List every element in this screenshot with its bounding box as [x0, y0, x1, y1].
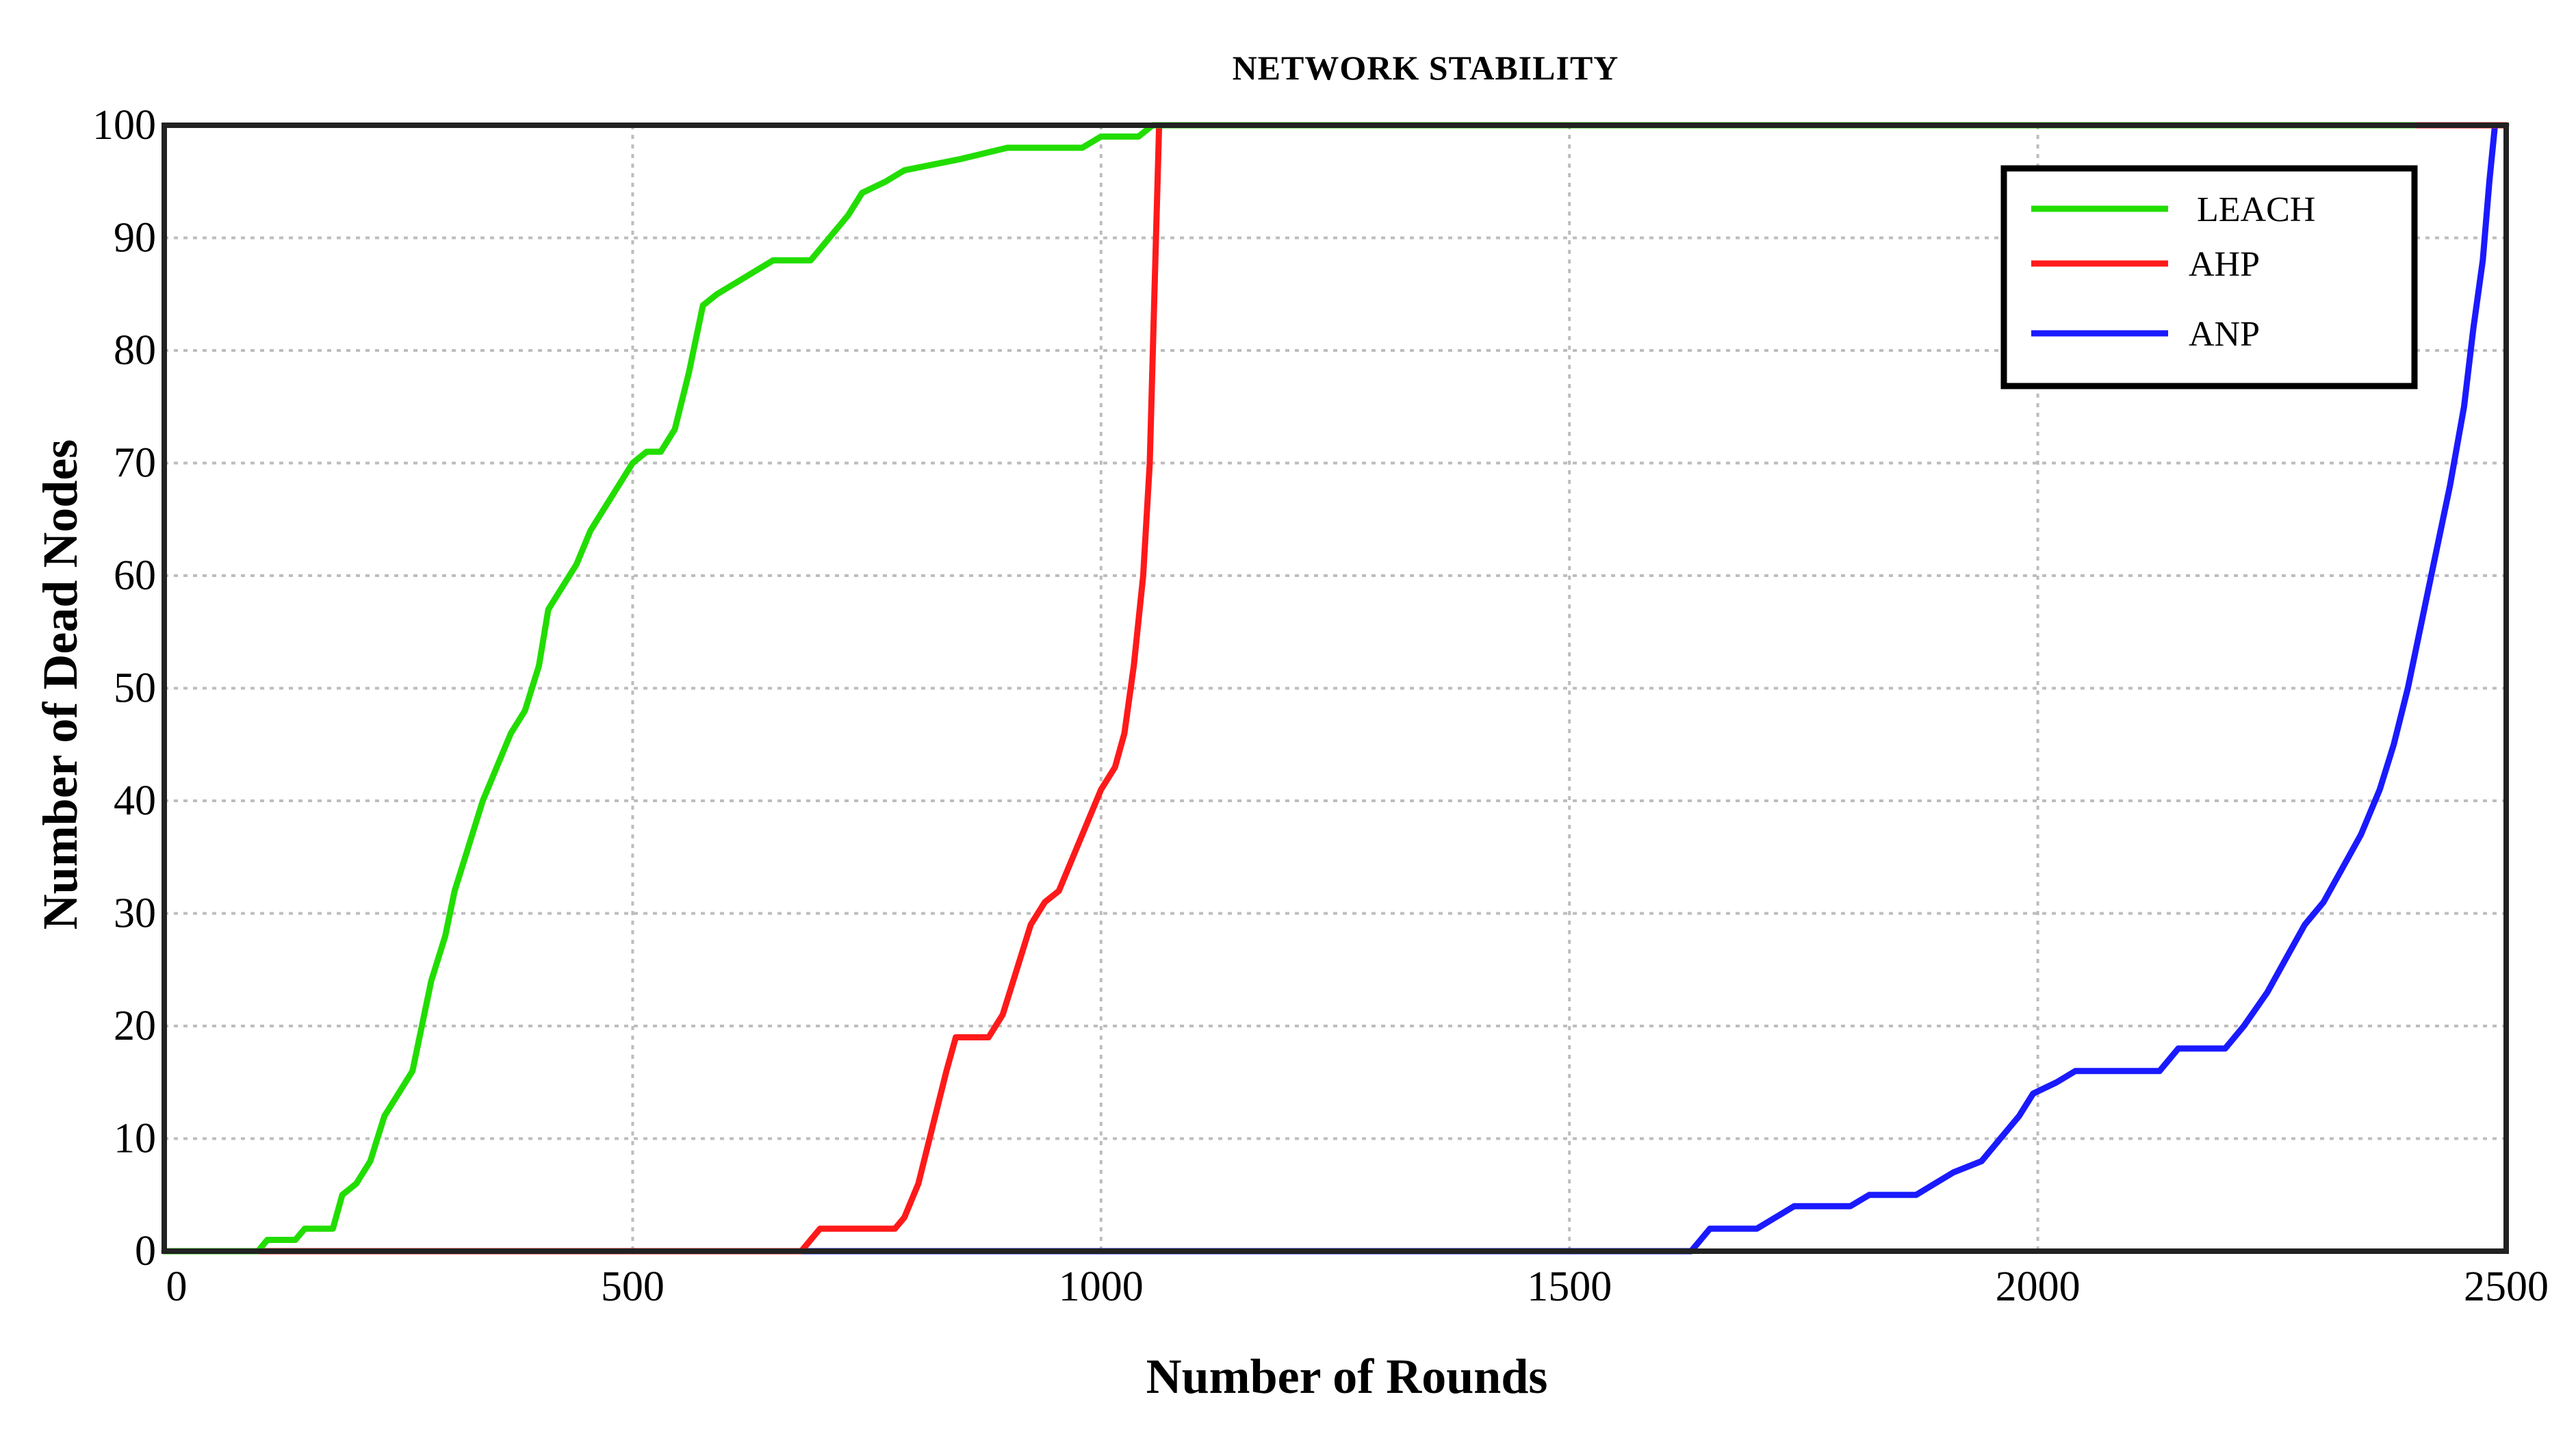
- y-tick-label: 90: [114, 215, 156, 261]
- y-tick-label: 0: [135, 1228, 156, 1274]
- series-line-anp: [161, 122, 2499, 1255]
- y-tick-label: 10: [114, 1116, 156, 1162]
- x-tick-label: 2000: [1996, 1264, 2081, 1310]
- chart-title: NETWORK STABILITY: [1233, 49, 1619, 87]
- y-tick-label: 40: [114, 778, 156, 824]
- legend-label-anp: ANP: [2189, 315, 2260, 354]
- plot-frame: [162, 123, 2509, 1254]
- x-tick-label: 2500: [2464, 1264, 2549, 1310]
- y-tick-label: 60: [114, 552, 156, 599]
- axis-ticks: 0 500 1000 1500 2000 2500 0 10 20 30 40 50 60 70 80 90 1…: [92, 102, 2549, 1310]
- series-line-leach: [161, 122, 2510, 1255]
- x-tick-label: 1000: [1059, 1264, 1144, 1310]
- y-axis-label: Number of Dead Nodes: [33, 439, 88, 930]
- y-tick-label: 30: [114, 890, 156, 937]
- legend-box: [2000, 165, 2418, 389]
- y-tick-label: 20: [114, 1003, 156, 1049]
- y-tick-label: 70: [114, 440, 156, 487]
- legend-label-leach: LEACH: [2197, 190, 2315, 229]
- y-tick-label: 50: [114, 665, 156, 712]
- series-line-ahp: [161, 122, 2510, 1255]
- legend: LEACH AHP ANP: [2000, 165, 2418, 389]
- x-tick-label: 500: [601, 1264, 665, 1310]
- grid-lines: [164, 125, 2506, 1251]
- legend-label-ahp: AHP: [2189, 245, 2260, 284]
- data-series: [161, 122, 2510, 1255]
- x-axis-label: Number of Rounds: [1146, 1349, 1548, 1404]
- x-tick-label: 0: [166, 1264, 188, 1310]
- y-tick-label: 80: [114, 327, 156, 374]
- y-tick-label: 100: [92, 102, 156, 149]
- x-tick-label: 1500: [1527, 1264, 1612, 1310]
